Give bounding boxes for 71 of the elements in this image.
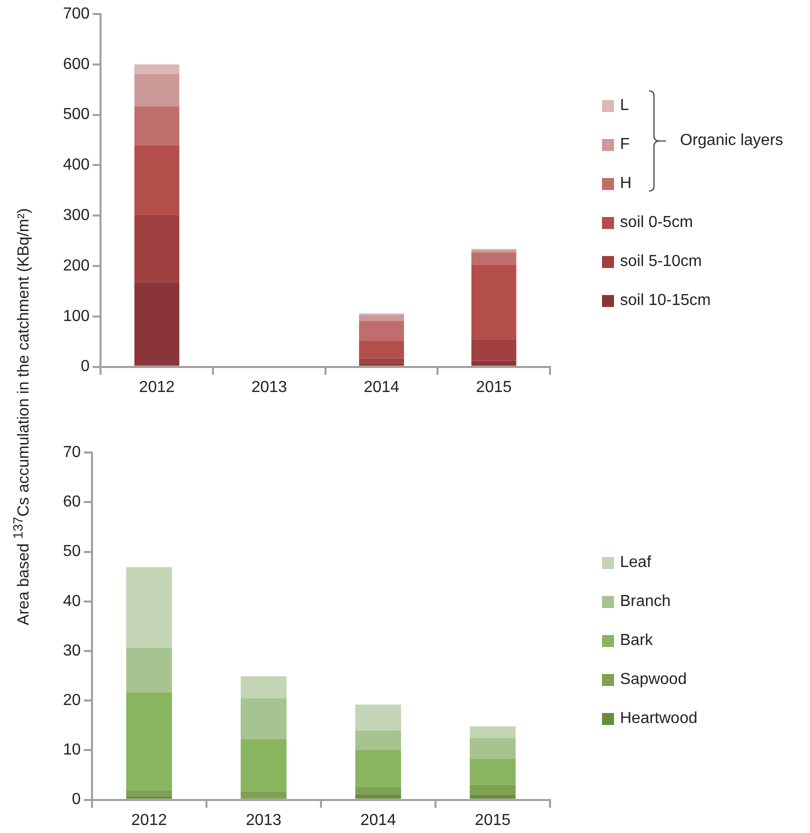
bar xyxy=(359,314,404,321)
y-tick-label: 0 xyxy=(80,358,90,376)
bar xyxy=(134,64,180,74)
y-tick-label: 100 xyxy=(62,308,90,325)
bar xyxy=(470,758,516,785)
bar xyxy=(134,74,180,106)
bar xyxy=(240,676,287,698)
x-tick-label: 2015 xyxy=(474,812,511,829)
bar xyxy=(134,282,180,366)
bar xyxy=(470,784,516,795)
y-tick-label: 600 xyxy=(62,56,90,73)
bar xyxy=(240,791,287,798)
y-tick-label: 400 xyxy=(62,156,90,174)
y-tick-label: 300 xyxy=(62,207,90,224)
x-tick-label: 2014 xyxy=(360,812,396,829)
bar xyxy=(240,738,287,792)
bar xyxy=(134,214,180,282)
bar xyxy=(471,360,516,366)
bar xyxy=(359,363,404,366)
bar xyxy=(355,786,402,794)
legend-label: soil 10-15cm xyxy=(620,292,711,310)
y-tick-label: 60 xyxy=(63,494,81,511)
y-tick-label: 30 xyxy=(63,642,81,660)
bar xyxy=(134,106,180,146)
y-tick-label: 40 xyxy=(63,592,81,610)
x-tick-label: 2013 xyxy=(246,812,282,829)
bar xyxy=(126,790,172,796)
legend-label: L xyxy=(620,96,629,114)
bar xyxy=(355,794,402,799)
y-tick-label: 20 xyxy=(63,692,81,710)
bar xyxy=(359,320,404,341)
x-tick-label: 2014 xyxy=(364,378,400,396)
legend-label: H xyxy=(620,174,632,192)
legend-label: soil 5-10cm xyxy=(620,252,702,270)
y-tick-label: 700 xyxy=(62,5,90,22)
x-tick-label: 2013 xyxy=(251,378,288,396)
bar xyxy=(126,648,172,692)
x-tick-label: 2012 xyxy=(131,812,167,829)
bar xyxy=(359,358,404,364)
x-tick-label: 2012 xyxy=(139,378,175,396)
legend-label: Branch xyxy=(620,592,671,610)
y-tick-label: 50 xyxy=(63,543,81,560)
bar xyxy=(471,252,516,265)
bar xyxy=(240,698,287,739)
bar xyxy=(355,730,402,750)
bar xyxy=(355,704,402,730)
legend-label: F xyxy=(620,136,630,154)
bar xyxy=(470,738,516,759)
bar xyxy=(134,146,180,215)
legend-label: soil 0-5cm xyxy=(620,214,693,232)
legend-label: Leaf xyxy=(620,554,652,572)
bar xyxy=(470,726,516,738)
y-tick-label: 200 xyxy=(62,257,90,274)
bar xyxy=(126,567,172,648)
y-tick-label: 0 xyxy=(72,791,81,808)
bar xyxy=(471,339,516,361)
y-tick-label: 500 xyxy=(62,106,90,124)
bar xyxy=(126,692,172,790)
y-tick-label: 70 xyxy=(63,444,81,462)
bar xyxy=(126,796,172,799)
y-tick-label: 10 xyxy=(63,742,81,759)
text: Organic layers xyxy=(680,132,784,150)
legend-label: Sapwood xyxy=(620,670,687,688)
bar xyxy=(471,264,516,340)
legend-label: Heartwood xyxy=(620,710,698,728)
bar xyxy=(355,750,402,787)
bar xyxy=(471,250,516,252)
x-tick-label: 2015 xyxy=(476,378,512,396)
legend-label: Bark xyxy=(620,632,653,650)
bar xyxy=(470,794,516,799)
bar xyxy=(359,340,404,358)
